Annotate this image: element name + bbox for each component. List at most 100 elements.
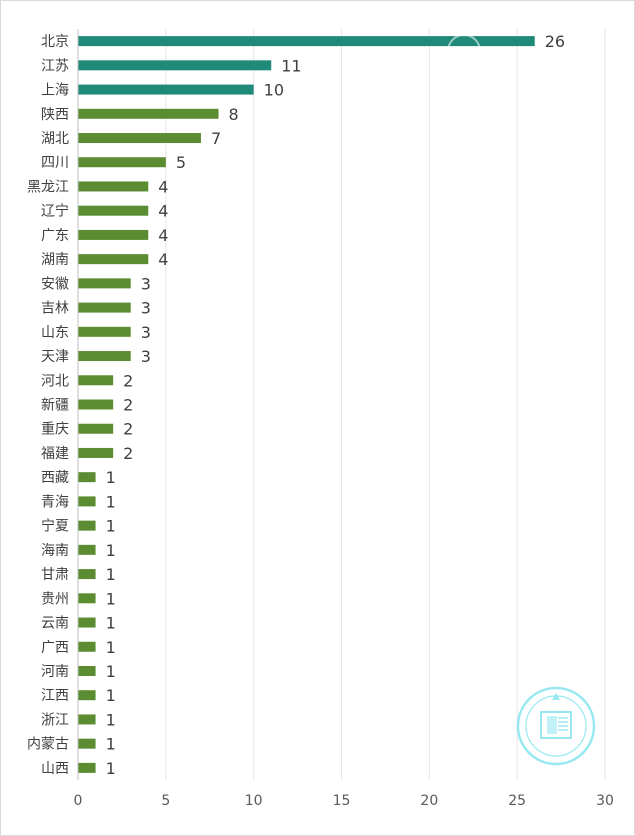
value-label: 3 bbox=[141, 323, 151, 342]
category-label: 湖南 bbox=[41, 252, 69, 268]
category-label: 内蒙古 bbox=[27, 737, 69, 753]
bar bbox=[78, 569, 96, 580]
bar bbox=[78, 205, 149, 216]
value-label: 4 bbox=[158, 250, 168, 269]
category-label: 海南 bbox=[41, 543, 69, 559]
category-label: 广东 bbox=[41, 228, 69, 244]
value-label: 1 bbox=[106, 517, 116, 536]
bar bbox=[78, 133, 201, 144]
value-label: 1 bbox=[106, 468, 116, 487]
category-label: 云南 bbox=[41, 616, 69, 632]
category-label: 湖北 bbox=[41, 131, 69, 147]
bar bbox=[78, 447, 114, 458]
bar bbox=[78, 229, 149, 240]
value-label: 2 bbox=[123, 371, 133, 390]
bar bbox=[78, 423, 114, 434]
category-label: 贵州 bbox=[41, 591, 69, 607]
x-tick-label: 0 bbox=[74, 793, 83, 809]
watermark-emblem-top bbox=[447, 34, 481, 68]
bar bbox=[78, 472, 96, 483]
bar bbox=[78, 326, 131, 337]
bar bbox=[78, 375, 114, 386]
bar bbox=[78, 399, 114, 410]
category-label: 陕西 bbox=[41, 107, 69, 123]
value-label: 1 bbox=[106, 589, 116, 608]
bar bbox=[78, 278, 131, 289]
bar bbox=[78, 302, 131, 313]
bar bbox=[78, 254, 149, 265]
x-tick-label: 25 bbox=[508, 793, 526, 809]
category-label: 吉林 bbox=[41, 301, 69, 317]
value-label: 1 bbox=[106, 492, 116, 511]
value-label: 3 bbox=[141, 347, 151, 366]
bar bbox=[78, 351, 131, 362]
category-label: 辽宁 bbox=[41, 203, 69, 220]
bar bbox=[78, 544, 96, 555]
category-label: 甘肃 bbox=[41, 567, 69, 583]
value-label: 26 bbox=[545, 32, 565, 51]
category-label: 重庆 bbox=[41, 422, 69, 438]
bar bbox=[78, 157, 166, 168]
category-label: 新疆 bbox=[41, 398, 69, 414]
x-tick-label: 15 bbox=[333, 793, 351, 809]
category-label: 河南 bbox=[41, 664, 69, 680]
bar bbox=[78, 738, 96, 749]
x-tick-label: 20 bbox=[420, 793, 438, 809]
bar bbox=[78, 714, 96, 725]
bar bbox=[78, 60, 272, 71]
category-label: 北京 bbox=[41, 34, 69, 50]
value-label: 1 bbox=[106, 686, 116, 705]
bar bbox=[78, 690, 96, 701]
bar bbox=[78, 520, 96, 531]
category-label: 山东 bbox=[41, 325, 69, 341]
value-label: 10 bbox=[264, 81, 284, 100]
category-label: 西藏 bbox=[41, 470, 69, 486]
value-label: 1 bbox=[106, 662, 116, 681]
category-label: 黑龙江 bbox=[27, 179, 69, 195]
value-label: 5 bbox=[176, 153, 186, 172]
bar bbox=[78, 36, 535, 47]
value-label: 11 bbox=[281, 56, 301, 75]
category-label: 安徽 bbox=[41, 276, 69, 292]
category-label: 福建 bbox=[41, 446, 69, 462]
value-label: 1 bbox=[106, 614, 116, 633]
bar bbox=[78, 181, 149, 192]
category-label: 江西 bbox=[41, 688, 69, 704]
value-label: 1 bbox=[106, 541, 116, 560]
value-label: 1 bbox=[106, 638, 116, 657]
value-label: 2 bbox=[123, 444, 133, 463]
bar bbox=[78, 641, 96, 652]
category-label: 宁夏 bbox=[41, 518, 69, 535]
category-label: 四川 bbox=[41, 155, 69, 171]
value-label: 7 bbox=[211, 129, 221, 148]
x-tick-label: 30 bbox=[596, 793, 614, 809]
value-label: 4 bbox=[158, 226, 168, 245]
x-tick-labels: 0 5 10 15 20 25 30 bbox=[74, 793, 614, 809]
value-label: 1 bbox=[106, 710, 116, 729]
bar bbox=[78, 665, 96, 676]
category-label: 山西 bbox=[41, 761, 69, 777]
value-label: 8 bbox=[229, 105, 239, 124]
value-label: 2 bbox=[123, 420, 133, 439]
bar bbox=[78, 84, 254, 95]
value-label: 1 bbox=[106, 735, 116, 754]
category-label: 天津 bbox=[41, 349, 69, 365]
category-label: 青海 bbox=[41, 494, 69, 510]
value-label: 3 bbox=[141, 274, 151, 293]
bar bbox=[78, 762, 96, 773]
grid-lines bbox=[165, 29, 606, 780]
value-label: 3 bbox=[141, 299, 151, 318]
category-label: 广西 bbox=[41, 640, 69, 656]
bar bbox=[78, 496, 96, 507]
category-label: 浙江 bbox=[41, 712, 69, 728]
x-tick-label: 5 bbox=[161, 793, 170, 809]
category-label: 上海 bbox=[41, 83, 69, 99]
bars bbox=[78, 36, 535, 773]
x-tick-label: 10 bbox=[245, 793, 263, 809]
value-label: 4 bbox=[158, 202, 168, 221]
bar bbox=[78, 108, 219, 119]
category-label: 江苏 bbox=[41, 58, 69, 74]
category-labels: 北京江苏上海陕西湖北四川黑龙江辽宁广东湖南安徽吉林山东天津河北新疆重庆福建西藏青… bbox=[27, 34, 69, 777]
